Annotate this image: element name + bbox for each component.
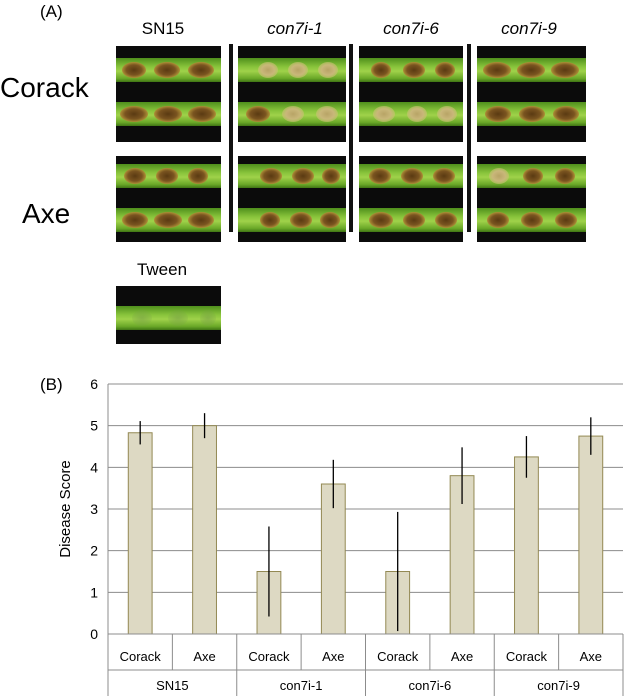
leaf-image-con7i-1-corack — [238, 46, 346, 142]
y-tick-label: 2 — [90, 543, 98, 559]
row-header-corack: Corack — [0, 72, 89, 103]
column-divider — [349, 44, 353, 232]
x-tick-label: Corack — [377, 649, 419, 664]
grid-lines — [107, 383, 623, 635]
x-tick-label: Corack — [248, 649, 290, 664]
panel-a-label: (A) — [40, 2, 63, 21]
leaf-image-con7i-9-axe — [477, 156, 586, 242]
leaf-image-tween — [116, 286, 221, 344]
leaf-image-con7i-1-axe — [238, 156, 346, 242]
y-tick-label: 0 — [90, 626, 98, 642]
x-tick-label: Axe — [193, 649, 215, 664]
bar — [578, 435, 604, 635]
bars — [127, 425, 604, 635]
leaf-image-con7i-9-corack — [477, 46, 586, 142]
error-bars — [139, 413, 592, 632]
y-tick-label: 5 — [90, 418, 98, 434]
x-tick-label: Axe — [580, 649, 602, 664]
y-tick-label: 3 — [90, 501, 98, 517]
column-divider — [467, 44, 471, 232]
column-header-con7i-1: con7i-1 — [267, 19, 323, 38]
x-axis: Corack Axe Corack Axe Corack Axe Corack Axe SN15… — [107, 633, 624, 696]
bar — [192, 425, 217, 635]
y-tick-label: 1 — [90, 584, 98, 600]
x-tick-label: Axe — [451, 649, 473, 664]
leaf-image-sn15-corack — [116, 46, 221, 142]
x-group-label: con7i-9 — [537, 678, 580, 693]
y-axis-label: Disease Score — [57, 460, 74, 558]
x-tick-label: Corack — [120, 649, 162, 664]
leaf-image-con7i-6-axe — [359, 156, 463, 242]
x-tick-label: Axe — [322, 649, 344, 664]
x-tick-label: Corack — [506, 649, 548, 664]
column-header-con7i-9: con7i-9 — [501, 19, 557, 38]
panel-b-label: (B) — [40, 375, 63, 394]
bar — [514, 456, 539, 635]
column-header-sn15: SN15 — [141, 19, 185, 38]
x-group-label: con7i-6 — [409, 678, 452, 693]
x-group-label: SN15 — [156, 678, 189, 693]
tween-label: Tween — [136, 260, 188, 279]
leaf-image-con7i-6-corack — [359, 46, 463, 142]
column-divider — [229, 44, 233, 232]
y-tick-label: 4 — [90, 459, 98, 475]
y-tick-label: 6 — [90, 376, 98, 392]
x-group-label: con7i-1 — [280, 678, 323, 693]
row-header-axe: Axe — [22, 198, 71, 229]
column-header-con7i-6: con7i-6 — [383, 19, 439, 38]
bar — [127, 432, 153, 635]
leaf-image-sn15-axe — [116, 156, 221, 242]
y-tick-labels: 0 1 2 3 4 5 6 — [90, 376, 98, 642]
